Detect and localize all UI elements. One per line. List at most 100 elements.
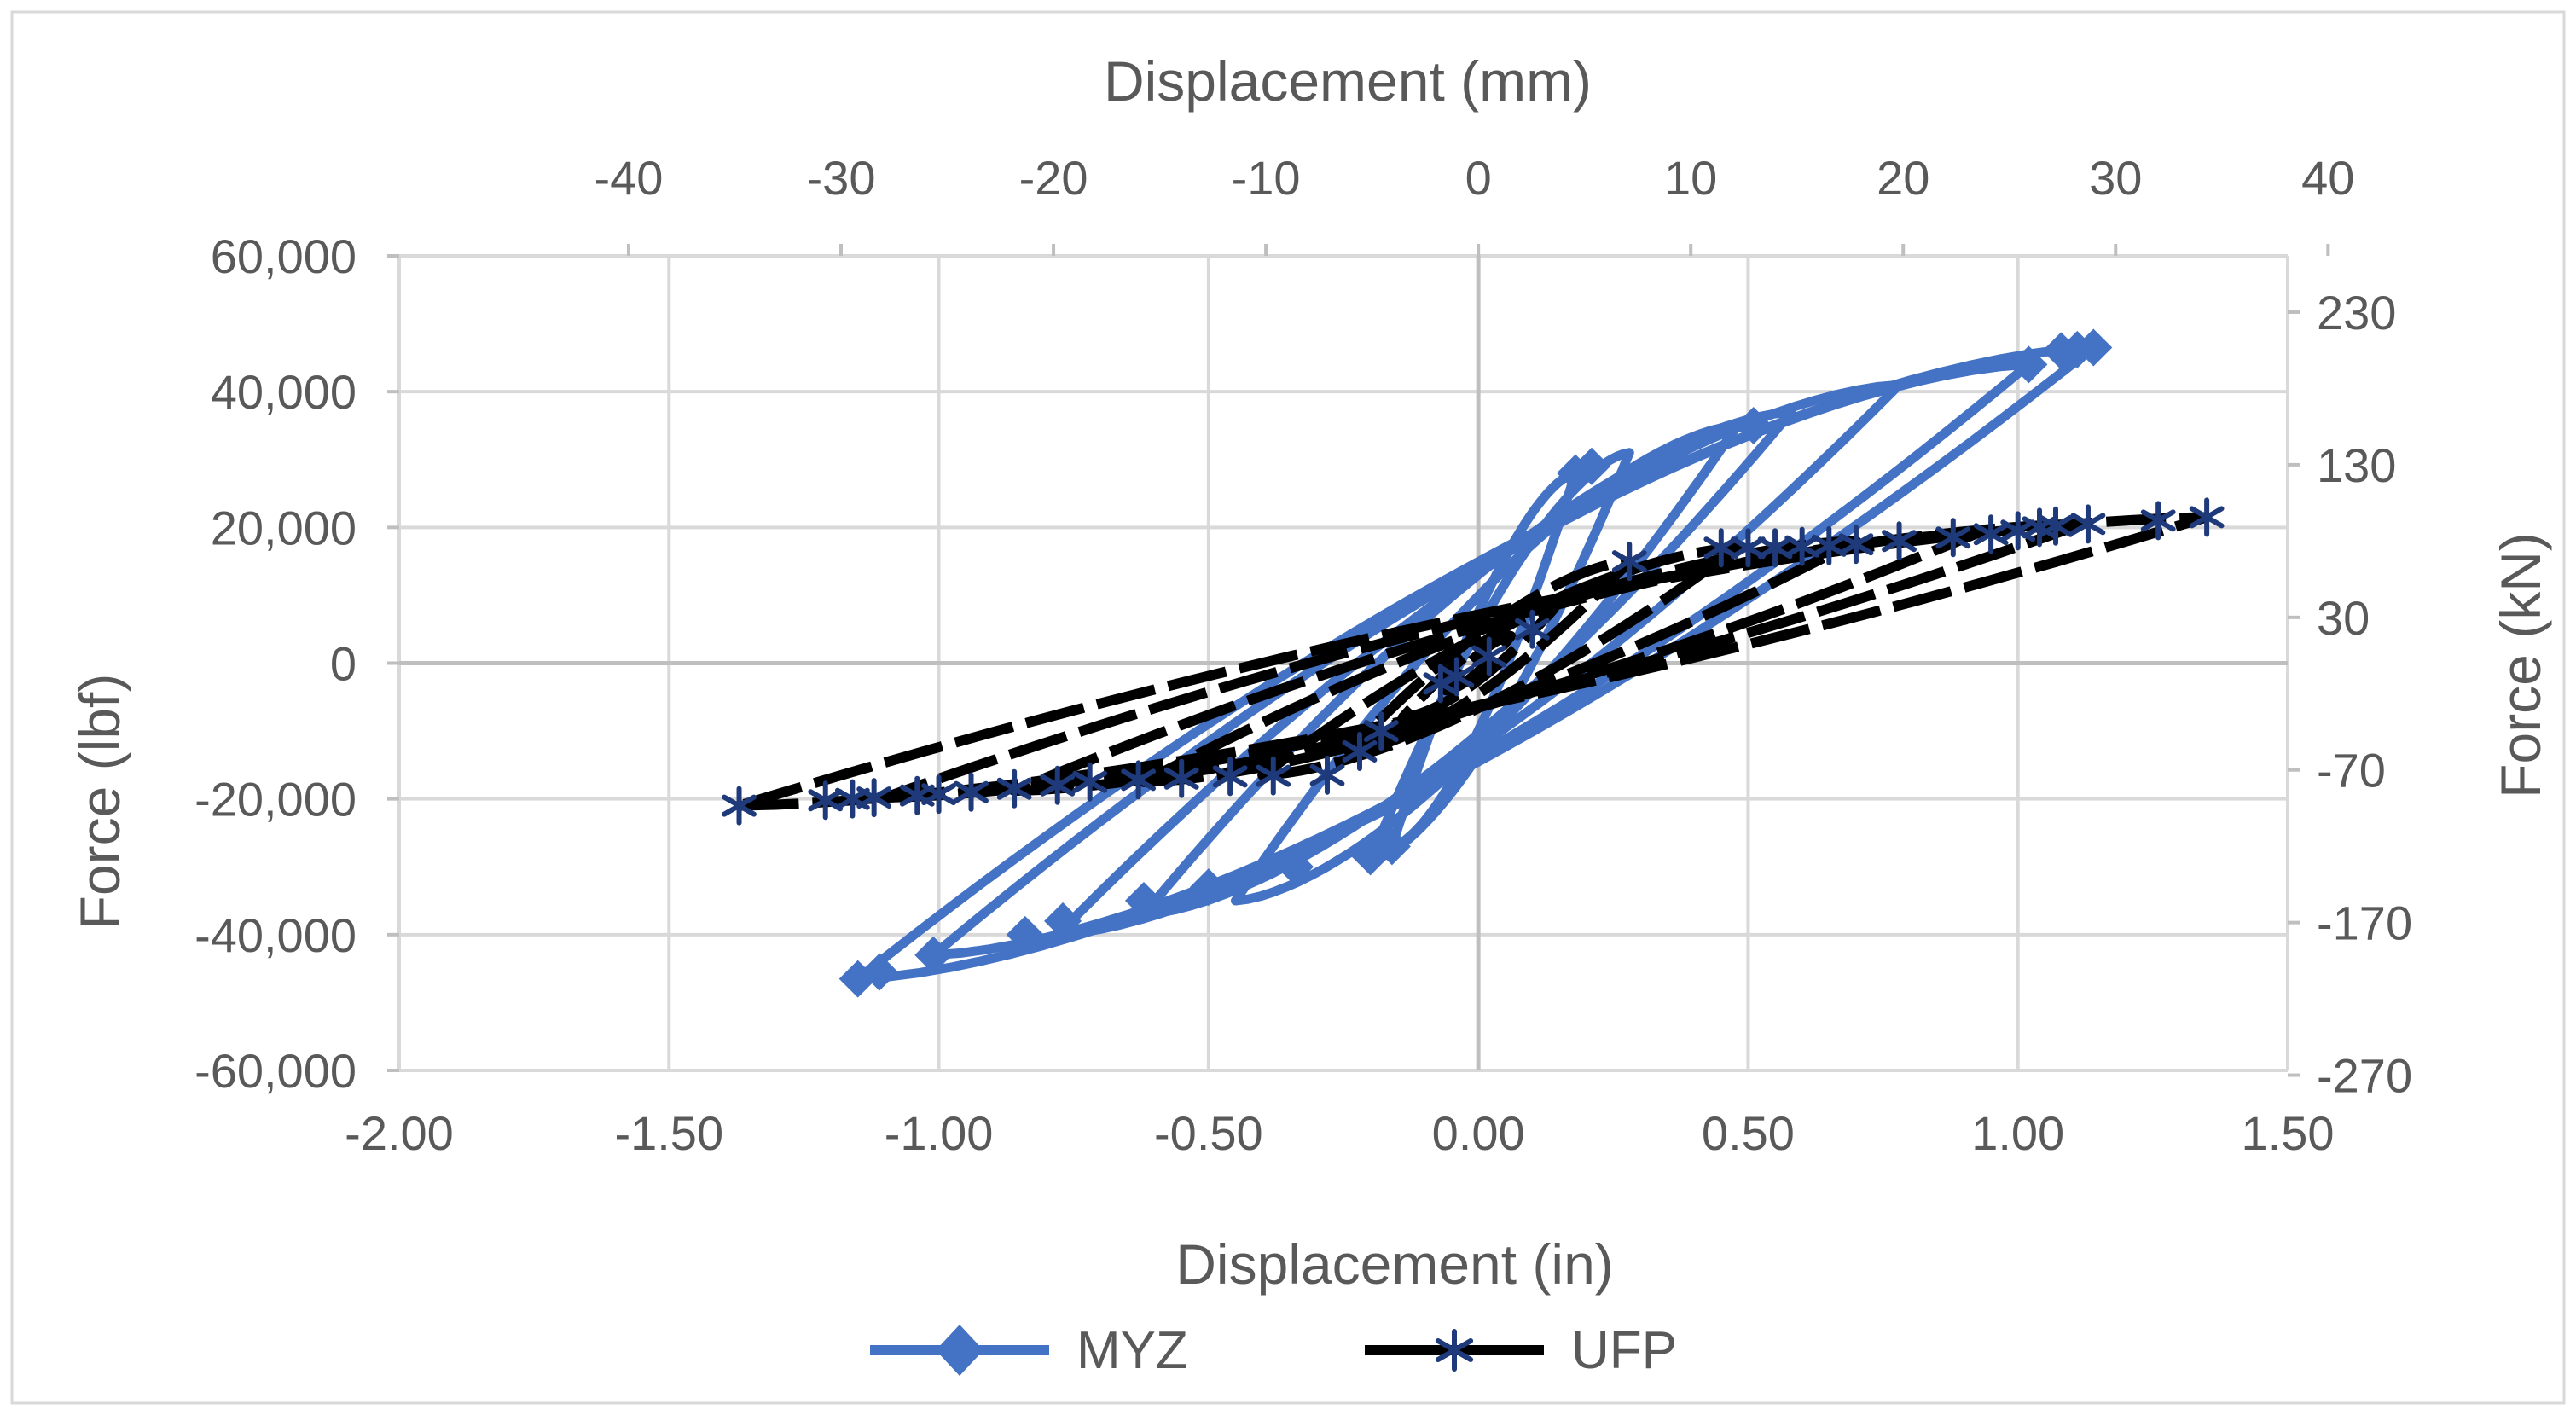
y-left-tick-label-6: -60,000 (194, 1044, 357, 1098)
y-axis-left-title: Force (lbf) (68, 674, 131, 931)
x-bottom-tick-label-1: -1.50 (614, 1106, 723, 1160)
ufp-point-21-stroke-2 (2189, 506, 2225, 529)
ufp-point-8-stroke-2 (1731, 536, 1766, 560)
y-axis-right-title: Force (kN) (2489, 532, 2552, 798)
x-top-tick-label-7: 30 (2089, 151, 2142, 205)
x-top-tick-label-1: -30 (807, 151, 876, 205)
ufp-point-11-stroke-2 (1811, 534, 1847, 557)
myz-point-9 (1276, 848, 1314, 886)
ufp-point-4-stroke-2 (1342, 739, 1378, 763)
ufp-point-27 (1072, 762, 1108, 802)
ufp-point-36-stroke-2 (722, 794, 757, 817)
myz-point-8 (1351, 838, 1390, 876)
ufp-point-1 (1439, 657, 1475, 697)
legend-item-myz[interactable]: MYZ (870, 1321, 1188, 1380)
ufp-point-23 (1256, 756, 1291, 796)
ufp-point-13 (1882, 521, 1917, 561)
x-axis-top-title: Displacement (mm) (1104, 49, 1592, 113)
y-right-tick-label-4: -170 (2317, 896, 2412, 950)
y-left-tick-label-2: 20,000 (211, 501, 357, 554)
ufp-point-14-stroke-2 (1935, 526, 1971, 549)
ufp-point-32-stroke-2 (899, 784, 935, 807)
x-bottom-tick-label-4: 0.00 (1432, 1106, 1525, 1160)
ufp-point-22-stroke-2 (1309, 763, 1345, 786)
ufp-point-29-stroke-2 (996, 777, 1032, 800)
x-top-tick-label-2: -20 (1019, 151, 1088, 205)
ufp-point-28 (1040, 765, 1076, 805)
x-top-tick-label-8: 40 (2301, 151, 2354, 205)
ufp-point-23-stroke-2 (1256, 764, 1291, 787)
ufp-point-9 (1757, 528, 1793, 568)
ufp-point-20 (2140, 501, 2176, 541)
ufp-point-28-stroke-2 (1040, 774, 1076, 797)
y-right-tick-label-0: 230 (2317, 286, 2396, 339)
legend-item-ufp[interactable]: UFP (1365, 1321, 1677, 1380)
myz-point-3 (2010, 345, 2048, 384)
ufp-point-29 (996, 768, 1032, 809)
ufp-point-24-stroke-2 (1212, 765, 1248, 788)
myz-point-14 (914, 936, 953, 974)
ufp-point-6-stroke-2 (1611, 550, 1647, 573)
series-layer (722, 328, 2225, 998)
legend-myz-marker (936, 1325, 983, 1376)
ufp-point-8 (1731, 528, 1766, 568)
ufp-point-36 (722, 786, 757, 826)
ufp-point-2 (1471, 636, 1507, 676)
ufp-point-34-stroke-2 (834, 787, 870, 810)
ufp-point-12-stroke-2 (1838, 533, 1874, 556)
x-bottom-tick-label-6: 1.00 (1971, 1106, 2064, 1160)
ufp-point-4 (1342, 731, 1378, 771)
legend-myz-label: MYZ (1076, 1321, 1188, 1380)
ufp-point-5 (1363, 711, 1399, 751)
y-right-tick-label-2: 30 (2317, 591, 2370, 645)
y-right-tick-label-1: 130 (2317, 438, 2396, 492)
ufp-point-26 (1121, 760, 1157, 800)
legend: MYZ UFP (870, 1321, 1677, 1380)
legend-ufp-marker (1435, 1329, 1474, 1372)
myz-point-2 (1734, 406, 1772, 444)
series-myz-markers (838, 328, 2113, 998)
ufp-point-11 (1811, 525, 1847, 565)
x-axis-bottom-title: Displacement (in) (1175, 1232, 1614, 1296)
myz-point-6 (2074, 328, 2113, 367)
ufp-point-26-stroke-2 (1121, 768, 1157, 792)
x-top-tick-label-0: -40 (594, 151, 663, 205)
ufp-point-3 (1515, 609, 1550, 649)
legend-ufp-asterisk-stroke-2 (1435, 1338, 1474, 1362)
ufp-point-21 (2189, 497, 2225, 537)
legend-ufp-label: UFP (1571, 1321, 1677, 1380)
myz-point-10 (1189, 868, 1227, 907)
ufp-point-10-stroke-2 (1784, 535, 1820, 558)
series-ufp-loop-3 (1257, 542, 1743, 780)
ufp-point-12 (1838, 525, 1874, 565)
ufp-point-16-stroke-2 (2000, 519, 2036, 542)
ufp-point-32 (899, 775, 935, 815)
legend-ufp-asterisk (1435, 1329, 1474, 1372)
ufp-point-6 (1611, 542, 1647, 582)
ufp-point-24 (1212, 757, 1248, 797)
x-bottom-tick-label-5: 0.50 (1702, 1106, 1795, 1160)
x-bottom-tick-label-2: -1.00 (885, 1106, 994, 1160)
myz-point-1 (1572, 447, 1610, 485)
y-left-tick-label-5: -40,000 (194, 908, 357, 962)
ufp-point-34 (834, 779, 870, 819)
y-left-tick-label-0: 60,000 (211, 229, 357, 283)
ufp-point-35-stroke-2 (808, 789, 844, 812)
ufp-point-19-stroke-2 (2070, 513, 2106, 536)
ufp-point-2-stroke-2 (1471, 645, 1507, 668)
ufp-point-15-stroke-2 (1973, 523, 2009, 546)
x-top-tick-label-4: 0 (1465, 151, 1492, 205)
myz-point-11 (1124, 882, 1163, 920)
ufp-point-18 (2038, 506, 2074, 546)
ufp-point-25-stroke-2 (1163, 767, 1199, 790)
ufp-point-13-stroke-2 (1882, 530, 1917, 553)
ufp-point-14 (1935, 518, 1971, 558)
ufp-point-22 (1309, 755, 1345, 795)
myz-point-16 (838, 960, 877, 998)
ufp-point-10 (1784, 526, 1820, 566)
ufp-point-5-stroke-2 (1363, 720, 1399, 743)
y-left-tick-label-3: 0 (330, 637, 357, 691)
ufp-point-7 (1703, 528, 1739, 568)
